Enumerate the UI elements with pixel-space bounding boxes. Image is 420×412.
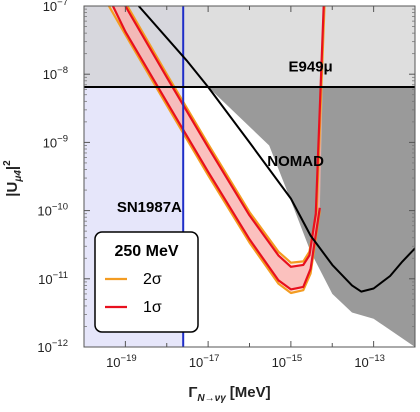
x-axis-title-subscript: N→νγ [197,393,227,404]
x-tick-label: 10−19 [106,353,137,370]
y-axis-title-exponent: 2 [2,160,13,166]
y-tick-label-exponent: −9 [57,133,68,144]
x-tick-label-base: 10 [189,355,203,370]
x-tick-label: 10−13 [354,353,385,370]
region-label-sn1987a: SN1987A [117,199,182,216]
x-tick-label-exponent: −13 [369,353,385,364]
y-tick-label: 10−12 [37,338,68,355]
y-axis-title-subscript: μ4 [13,170,24,183]
x-axis-title-main: Γ [188,384,197,401]
x-tick-label-exponent: −19 [121,353,137,364]
x-tick-label-base: 10 [354,355,368,370]
x-axis-title: ΓN→νγ [MeV] [188,384,270,404]
y-tick-label-exponent: −10 [52,202,68,213]
legend-label-2sigma: 2σ [143,271,162,288]
y-tick-label-base: 10 [38,272,52,287]
y-tick-label-exponent: −12 [52,338,68,349]
x-axis-title-unit: [MeV] [230,384,271,401]
region-nomad [208,87,415,347]
y-tick-label: 10−7 [43,0,68,14]
band-1sigma-lower-curve [111,6,321,291]
y-tick-label-base: 10 [43,0,57,14]
y-axis-title-main: |U [4,182,21,197]
x-tick-label: 10−15 [272,353,303,370]
y-tick-label: 10−11 [38,270,68,287]
y-tick-label-base: 10 [43,135,57,150]
y-tick-label-exponent: −11 [53,270,68,281]
y-tick-label-base: 10 [43,67,57,82]
region-label-nomad: NOMAD [267,153,324,170]
y-axis-title: |Uμ4|2 [2,160,24,197]
region-label-e949mu: E949μ [289,58,333,75]
y-tick-label: 10−8 [43,65,68,82]
boundary-line-nomad [137,6,415,293]
legend-title: 250 MeV [114,243,178,260]
y-tick-label-base: 10 [37,204,51,219]
y-axis-title-bar: | [4,166,21,170]
x-tick-label-base: 10 [106,355,120,370]
y-tick-label-base: 10 [37,340,51,355]
legend-label-1sigma: 1σ [143,299,162,316]
y-tick-label-exponent: −7 [57,0,68,8]
band-1sigma-upper-curve [124,6,325,268]
band-2sigma-lower-curve [107,6,321,295]
x-tick-label: 10−17 [189,353,220,370]
x-tick-label-exponent: −17 [203,353,219,364]
y-tick-label: 10−9 [43,133,68,150]
y-tick-label-exponent: −8 [57,65,68,76]
y-tick-label: 10−10 [37,202,68,219]
x-tick-label-exponent: −15 [286,353,302,364]
region-e949mu [84,6,415,87]
y-axis-title-group: |Uμ4|2 [2,160,24,197]
x-tick-label-base: 10 [272,355,286,370]
